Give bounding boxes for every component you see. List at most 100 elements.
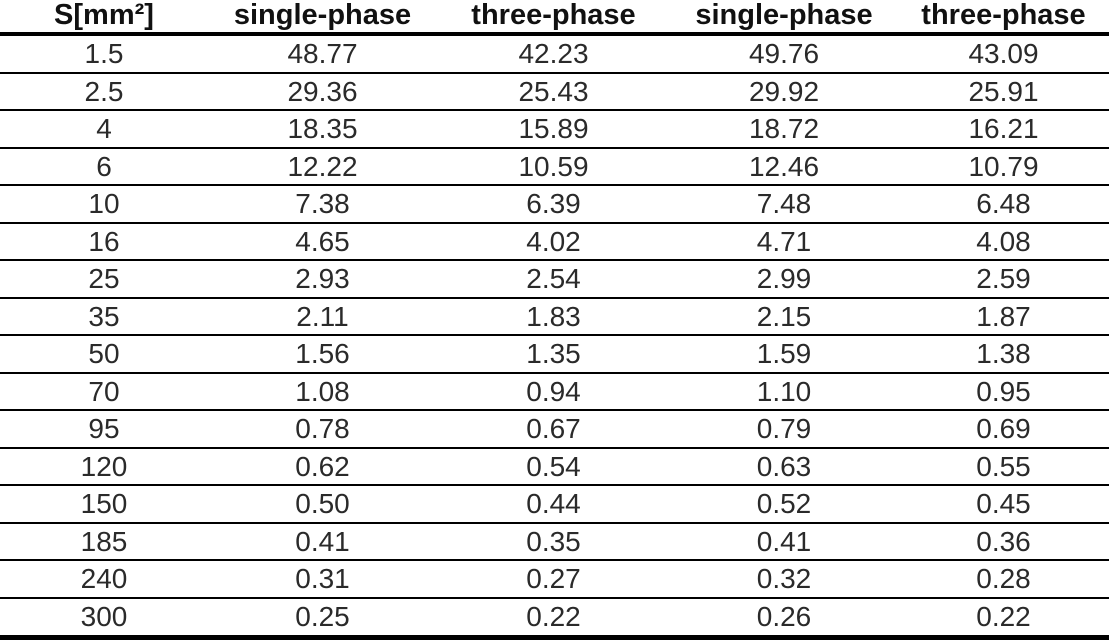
single-phase-1-cell: 2.11 (208, 297, 437, 337)
three-phase-2-cell: 0.45 (898, 485, 1109, 524)
cross-section-cell: 185 (0, 522, 208, 562)
single-phase-1-cell: 18.35 (208, 110, 437, 149)
cross-section-cell: 300 (0, 597, 208, 640)
cross-section-cell: 10 (0, 185, 208, 224)
three-phase-1-cell: 0.54 (437, 447, 670, 487)
three-phase-1-cell: 6.39 (437, 185, 670, 224)
column-header-cross-section: S[mm²] (0, 0, 208, 36)
cross-section-cell: 70 (0, 372, 208, 412)
cross-section-cell: 25 (0, 260, 208, 299)
cross-section-cell: 150 (0, 485, 208, 524)
column-header-three-phase-1: three-phase (437, 0, 670, 36)
column-header-single-phase-1: single-phase (208, 0, 437, 36)
cross-section-cell: 4 (0, 110, 208, 149)
table-row: 240 0.31 0.27 0.32 0.28 (0, 560, 1109, 599)
single-phase-1-cell: 0.78 (208, 410, 437, 449)
three-phase-2-cell: 0.28 (898, 560, 1109, 599)
cross-section-cell: 95 (0, 410, 208, 449)
cross-section-cell: 50 (0, 335, 208, 374)
single-phase-2-cell: 7.48 (670, 185, 898, 224)
single-phase-2-cell: 0.32 (670, 560, 898, 599)
three-phase-2-cell: 0.69 (898, 410, 1109, 449)
single-phase-1-cell: 7.38 (208, 185, 437, 224)
three-phase-1-cell: 1.35 (437, 335, 670, 374)
table-row: 4 18.35 15.89 18.72 16.21 (0, 110, 1109, 149)
cross-section-cell: 6 (0, 147, 208, 187)
three-phase-2-cell: 43.09 (898, 34, 1109, 74)
three-phase-2-cell: 25.91 (898, 72, 1109, 112)
three-phase-1-cell: 15.89 (437, 110, 670, 149)
single-phase-1-cell: 4.65 (208, 222, 437, 262)
table-row: 120 0.62 0.54 0.63 0.55 (0, 447, 1109, 487)
three-phase-2-cell: 0.22 (898, 597, 1109, 640)
single-phase-1-cell: 0.41 (208, 522, 437, 562)
three-phase-2-cell: 0.55 (898, 447, 1109, 487)
three-phase-1-cell: 0.44 (437, 485, 670, 524)
table-row: 300 0.25 0.22 0.26 0.22 (0, 597, 1109, 640)
single-phase-1-cell: 0.62 (208, 447, 437, 487)
table-row: 1.5 48.77 42.23 49.76 43.09 (0, 34, 1109, 74)
three-phase-1-cell: 0.35 (437, 522, 670, 562)
single-phase-1-cell: 12.22 (208, 147, 437, 187)
three-phase-2-cell: 6.48 (898, 185, 1109, 224)
table-row: 35 2.11 1.83 2.15 1.87 (0, 297, 1109, 337)
column-header-three-phase-2: three-phase (898, 0, 1109, 36)
table-row: 185 0.41 0.35 0.41 0.36 (0, 522, 1109, 562)
table-row: 150 0.50 0.44 0.52 0.45 (0, 485, 1109, 524)
single-phase-2-cell: 0.63 (670, 447, 898, 487)
table-body: 1.5 48.77 42.23 49.76 43.09 2.5 29.36 25.43 29.9… (0, 34, 1109, 640)
table-header-row: S[mm²] single-phase three-phase single-p… (0, 0, 1109, 36)
three-phase-1-cell: 25.43 (437, 72, 670, 112)
column-header-single-phase-2: single-phase (670, 0, 898, 36)
three-phase-2-cell: 1.38 (898, 335, 1109, 374)
single-phase-2-cell: 2.99 (670, 260, 898, 299)
three-phase-1-cell: 4.02 (437, 222, 670, 262)
single-phase-2-cell: 0.26 (670, 597, 898, 640)
single-phase-2-cell: 29.92 (670, 72, 898, 112)
table-row: 2.5 29.36 25.43 29.92 25.91 (0, 72, 1109, 112)
single-phase-2-cell: 0.79 (670, 410, 898, 449)
single-phase-1-cell: 1.56 (208, 335, 437, 374)
three-phase-1-cell: 10.59 (437, 147, 670, 187)
cross-section-cell: 240 (0, 560, 208, 599)
single-phase-2-cell: 49.76 (670, 34, 898, 74)
three-phase-2-cell: 1.87 (898, 297, 1109, 337)
three-phase-2-cell: 0.36 (898, 522, 1109, 562)
table-row: 25 2.93 2.54 2.99 2.59 (0, 260, 1109, 299)
table-row: 50 1.56 1.35 1.59 1.38 (0, 335, 1109, 374)
single-phase-1-cell: 48.77 (208, 34, 437, 74)
single-phase-1-cell: 29.36 (208, 72, 437, 112)
single-phase-2-cell: 1.10 (670, 372, 898, 412)
three-phase-1-cell: 1.83 (437, 297, 670, 337)
three-phase-1-cell: 0.94 (437, 372, 670, 412)
three-phase-2-cell: 4.08 (898, 222, 1109, 262)
single-phase-2-cell: 0.52 (670, 485, 898, 524)
cross-section-cell: 120 (0, 447, 208, 487)
cross-section-cell: 16 (0, 222, 208, 262)
table-row: 6 12.22 10.59 12.46 10.79 (0, 147, 1109, 187)
single-phase-2-cell: 0.41 (670, 522, 898, 562)
single-phase-2-cell: 4.71 (670, 222, 898, 262)
cross-section-cell: 1.5 (0, 34, 208, 74)
single-phase-2-cell: 2.15 (670, 297, 898, 337)
three-phase-2-cell: 2.59 (898, 260, 1109, 299)
table-row: 70 1.08 0.94 1.10 0.95 (0, 372, 1109, 412)
single-phase-2-cell: 12.46 (670, 147, 898, 187)
three-phase-1-cell: 42.23 (437, 34, 670, 74)
single-phase-1-cell: 0.50 (208, 485, 437, 524)
three-phase-2-cell: 16.21 (898, 110, 1109, 149)
cross-section-cell: 2.5 (0, 72, 208, 112)
table-row: 95 0.78 0.67 0.79 0.69 (0, 410, 1109, 449)
three-phase-1-cell: 0.27 (437, 560, 670, 599)
three-phase-2-cell: 10.79 (898, 147, 1109, 187)
table-row: 16 4.65 4.02 4.71 4.08 (0, 222, 1109, 262)
single-phase-1-cell: 1.08 (208, 372, 437, 412)
single-phase-1-cell: 0.25 (208, 597, 437, 640)
three-phase-2-cell: 0.95 (898, 372, 1109, 412)
table-row: 10 7.38 6.39 7.48 6.48 (0, 185, 1109, 224)
single-phase-2-cell: 1.59 (670, 335, 898, 374)
single-phase-1-cell: 0.31 (208, 560, 437, 599)
three-phase-1-cell: 0.67 (437, 410, 670, 449)
single-phase-1-cell: 2.93 (208, 260, 437, 299)
